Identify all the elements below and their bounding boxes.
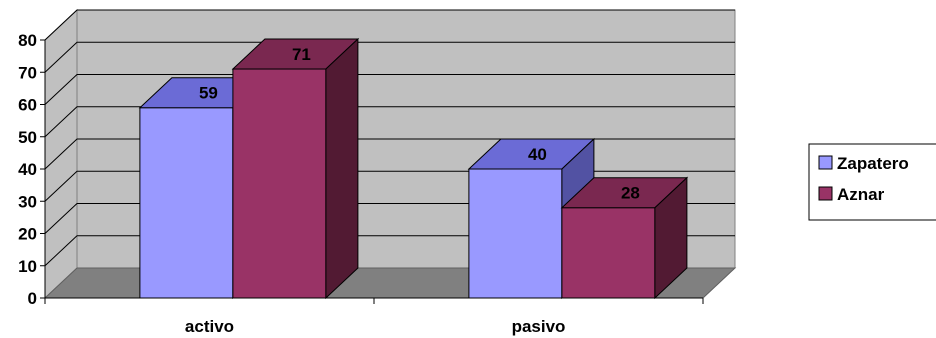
bars (138, 37, 689, 300)
legend: Zapatero Aznar (808, 143, 936, 221)
axes: 0 10 20 30 40 50 60 70 80 activo pasivo (18, 31, 704, 336)
gridline (44, 106, 735, 138)
y-tick-label: 40 (18, 160, 37, 179)
bar-front (139, 107, 234, 299)
bar-side (654, 176, 688, 300)
bar-front (468, 168, 563, 299)
bar-front (232, 68, 327, 299)
y-tick-label: 30 (18, 192, 37, 211)
data-labels: 59 71 40 28 (199, 45, 640, 203)
y-tick-label: 80 (18, 31, 37, 50)
gridline (44, 41, 735, 73)
legend-swatch (818, 186, 833, 201)
data-label: 28 (621, 184, 640, 203)
x-tick-label: pasivo (512, 317, 566, 336)
legend-label: Aznar (837, 185, 885, 204)
y-tick-label: 50 (18, 128, 37, 147)
data-label: 71 (292, 45, 311, 64)
y-tick-label: 10 (18, 257, 37, 276)
bar-side (325, 37, 359, 300)
y-tick-label: 60 (18, 96, 37, 115)
y-tick-label: 70 (18, 63, 37, 82)
gridline (44, 74, 735, 105)
x-tick-label: activo (185, 317, 234, 336)
data-label: 59 (199, 84, 218, 103)
bar-front (561, 207, 656, 299)
gridline (44, 9, 735, 41)
legend-label: Zapatero (837, 154, 909, 173)
data-label: 40 (528, 145, 547, 164)
y-tick-label: 0 (28, 289, 37, 308)
y-tick-label: 20 (18, 225, 37, 244)
legend-swatch (818, 155, 833, 170)
